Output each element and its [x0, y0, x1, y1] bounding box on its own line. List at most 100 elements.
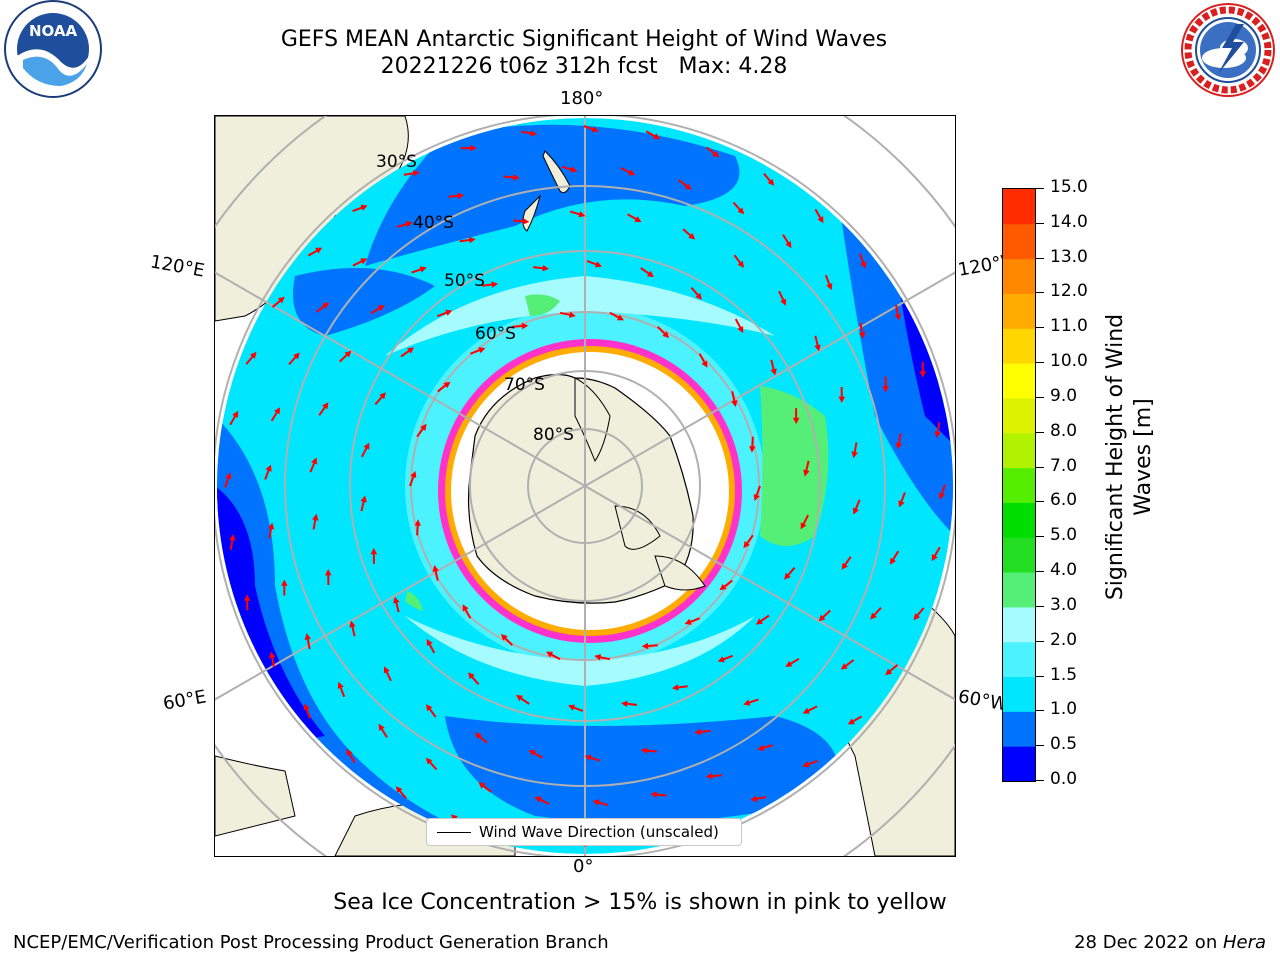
wave-direction-arrowhead [229, 534, 236, 541]
lat-label-70s: 70°S [504, 375, 545, 395]
colorbar-tick-label: 0.5 [1050, 734, 1078, 755]
wave-direction-arrowhead [851, 451, 858, 459]
wave-direction-arrowhead [325, 569, 332, 576]
wave-direction-arrowhead [785, 660, 793, 667]
colorbar-tick-label: 4.0 [1050, 560, 1078, 581]
lat-label-50s: 50°S [444, 271, 485, 291]
colorbar-segment [1003, 502, 1035, 538]
legend-label: Wind Wave Direction (unscaled) [479, 823, 719, 841]
colorbar-tick-label: 1.0 [1050, 699, 1078, 720]
graticule [215, 116, 955, 856]
wave-direction-arrowhead [684, 183, 692, 190]
colorbar-segment [1003, 432, 1035, 469]
colorbar-tick-label: 1.5 [1050, 664, 1078, 685]
wave-direction-arrowhead [847, 718, 855, 725]
wave-direction-arrowhead [346, 748, 353, 756]
polar-map [214, 115, 956, 857]
lat-label-60s: 60°S [475, 324, 516, 344]
wind-wave-arrows [224, 125, 946, 847]
colorbar-tick-mark [1036, 710, 1044, 712]
wave-direction-arrowhead [383, 666, 390, 674]
wave-direction-arrowhead [360, 258, 368, 265]
map-title: GEFS MEAN Antarctic Significant Height o… [280, 27, 888, 52]
wave-direction-arrowhead [841, 562, 848, 570]
wave-direction-arrowhead [450, 814, 458, 821]
wave-direction-arrowhead [770, 368, 777, 376]
wave-direction-arrowhead [616, 314, 624, 321]
colorbar-tick-mark [1036, 780, 1044, 781]
wave-direction-arrowhead [293, 352, 300, 360]
colorbar-segment [1003, 467, 1035, 503]
colorbar-tick-mark [1036, 466, 1044, 468]
wave-direction-arrowhead [889, 557, 896, 565]
wave-direction-arrowhead [267, 522, 275, 530]
wave-direction-arrowhead [521, 322, 529, 330]
wave-direction-arrowhead [395, 786, 403, 794]
wave-direction-arrowhead [393, 596, 400, 604]
colorbar-tick-label: 2.0 [1050, 629, 1078, 650]
footer-date: 28 Dec 2022 on Hera [1074, 932, 1266, 953]
wave-direction-arrowhead [934, 431, 941, 438]
lat-label-40s: 40°S [413, 213, 454, 233]
wave-direction-arrowhead [894, 313, 901, 321]
wave-direction-arrowhead [443, 381, 451, 389]
wave-direction-arrowhead [360, 204, 368, 211]
wave-direction-arrowhead [840, 663, 848, 670]
wave-direction-arrowhead [269, 651, 276, 659]
wave-direction-arrowhead [274, 407, 281, 415]
wave-direction-arrowhead [513, 174, 520, 181]
wave-direction-arrowhead [792, 417, 800, 425]
wave-direction-arrowhead [277, 296, 285, 304]
wave-direction-arrowhead [701, 360, 708, 368]
colorbar-title: Significant Height of Wind Waves [m] [1103, 313, 1156, 601]
wave-direction-arrowhead [898, 500, 905, 508]
lon-label-120w: 120°W [956, 252, 1006, 281]
wave-direction-arrowhead [737, 207, 745, 215]
wave-direction-arrowhead [743, 541, 750, 549]
wave-direction-arrowhead [785, 241, 792, 249]
wave-direction-arrowhead [784, 572, 791, 580]
wave-direction-arrowhead [412, 170, 420, 177]
lon-label-180: 180° [560, 88, 604, 109]
colorbar-tick-mark [1036, 675, 1044, 677]
wave-direction-arrowhead [468, 236, 476, 244]
colorbar-segment [1003, 293, 1035, 329]
colorbar-tick-label: 14.0 [1050, 211, 1088, 232]
colorbar-tick-mark [1036, 257, 1044, 259]
wave-direction-arrowhead [530, 130, 537, 137]
wave-direction-arrowhead [814, 344, 821, 352]
footer-date-text: 28 Dec 2022 on [1074, 932, 1223, 953]
lat-label-80s: 80°S [533, 425, 574, 445]
wave-direction-arrowhead [817, 216, 824, 224]
wave-direction-arrowhead [570, 166, 578, 173]
wave-direction-arrowhead [634, 216, 642, 223]
colorbar-tick-label: 7.0 [1050, 455, 1078, 476]
wave-direction-arrowhead [500, 634, 508, 641]
colorbar-segment [1003, 641, 1035, 678]
wave-direction-arrowhead [568, 311, 576, 318]
wave-direction-arrowhead [462, 604, 469, 612]
wave-direction-arrowhead [705, 773, 713, 780]
wave-direction-arrowhead [420, 423, 427, 431]
wave-direction-arrowhead [647, 270, 654, 278]
colorbar-segment [1003, 606, 1035, 643]
wave-direction-arrowhead [568, 704, 575, 711]
wave-direction-arrowhead [478, 347, 486, 354]
wave-direction-arrowhead [595, 261, 602, 268]
colorbar-tick-mark [1036, 292, 1044, 294]
colorbar-tick-label: 15.0 [1050, 177, 1088, 197]
colorbar [1002, 188, 1036, 782]
wave-direction-arrowhead [457, 192, 465, 199]
wave-direction-arrowhead [712, 151, 720, 158]
colorbar-tick-mark [1036, 605, 1044, 607]
wave-direction-arrowhead [265, 464, 272, 472]
wave-direction-arrowhead [859, 332, 866, 339]
wave-direction-arrowhead [281, 579, 288, 586]
wave-direction-arrowhead [688, 233, 696, 240]
noaa-logo: NOAA [1, 0, 105, 100]
wave-direction-arrowhead [757, 744, 765, 751]
wave-direction-arrowhead [650, 791, 657, 798]
polar-map-svg [215, 116, 955, 856]
wave-direction-arrowhead [913, 613, 920, 621]
wave-direction-arrowhead [349, 620, 356, 628]
